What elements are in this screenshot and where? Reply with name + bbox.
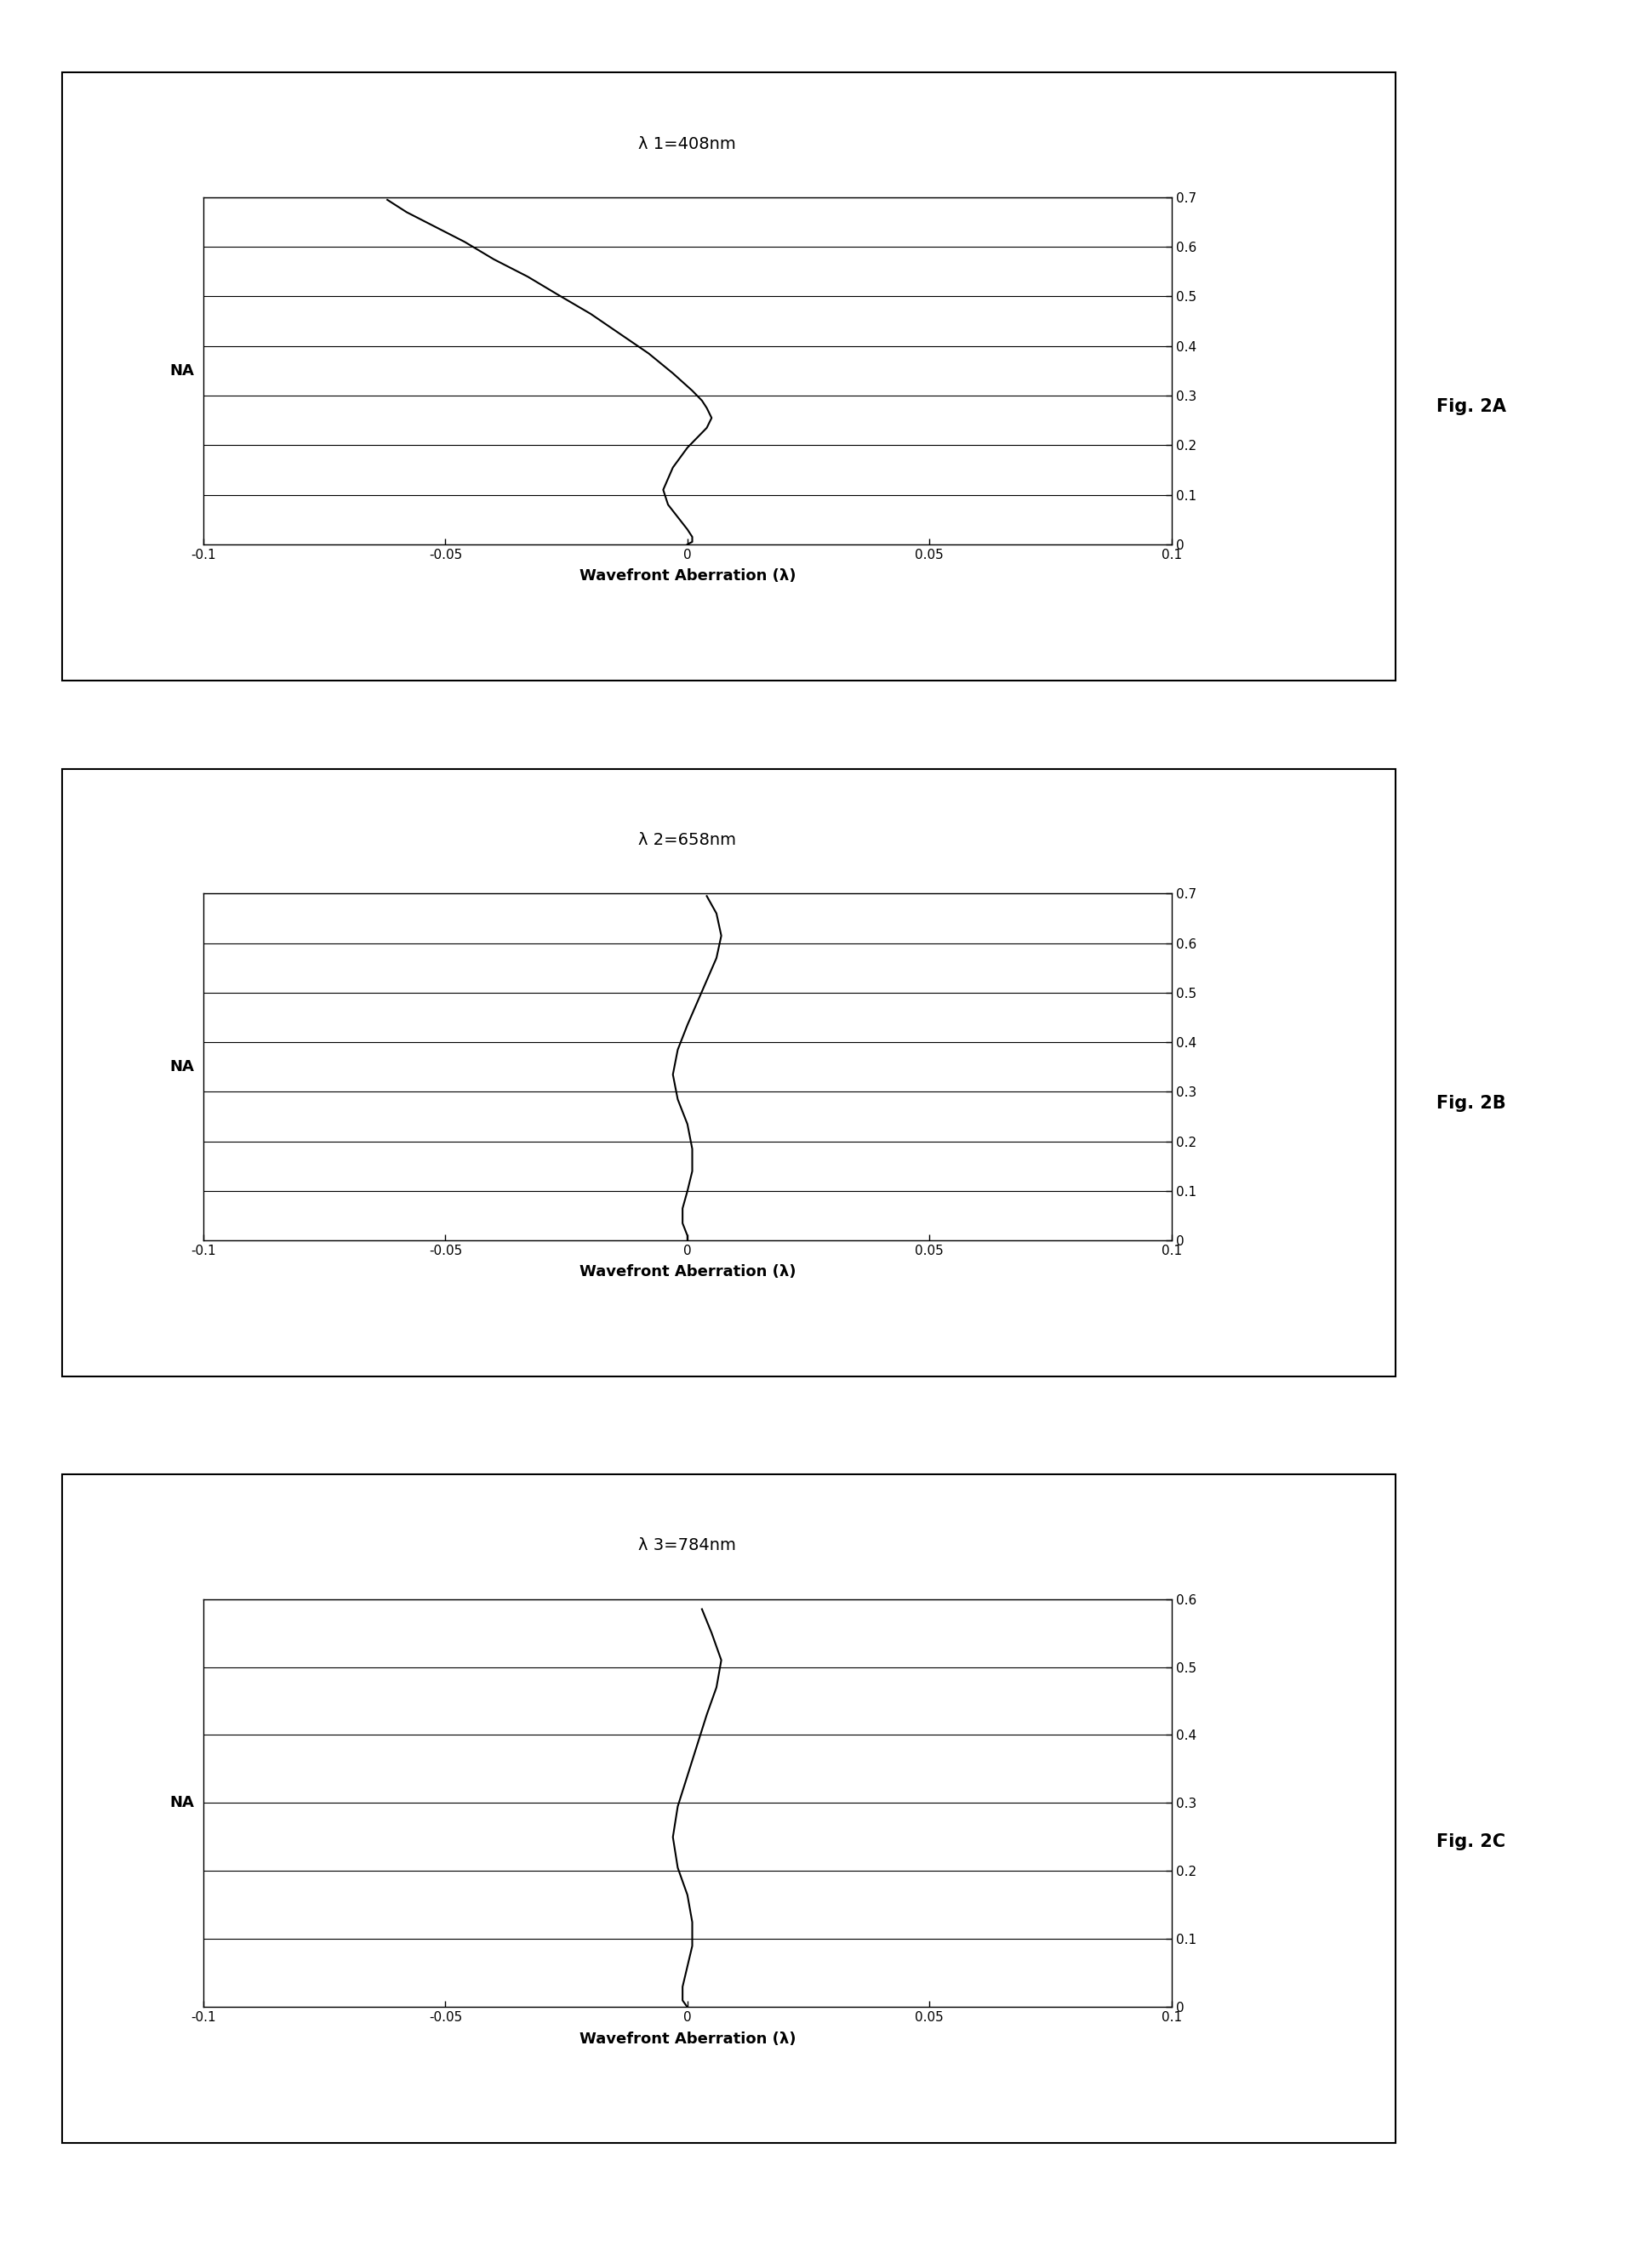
- X-axis label: Wavefront Aberration (λ): Wavefront Aberration (λ): [579, 569, 796, 583]
- Y-axis label: NA: NA: [169, 1796, 194, 1810]
- Text: Fig. 2C: Fig. 2C: [1437, 1833, 1505, 1851]
- X-axis label: Wavefront Aberration (λ): Wavefront Aberration (λ): [579, 2032, 796, 2046]
- Text: λ 2=658nm: λ 2=658nm: [638, 832, 737, 848]
- Text: Fig. 2B: Fig. 2B: [1437, 1095, 1507, 1111]
- Y-axis label: NA: NA: [169, 363, 194, 379]
- Text: λ 1=408nm: λ 1=408nm: [638, 136, 737, 152]
- Text: Fig. 2A: Fig. 2A: [1437, 399, 1507, 415]
- Text: λ 3=784nm: λ 3=784nm: [638, 1538, 737, 1554]
- X-axis label: Wavefront Aberration (λ): Wavefront Aberration (λ): [579, 1266, 796, 1279]
- Y-axis label: NA: NA: [169, 1059, 194, 1075]
